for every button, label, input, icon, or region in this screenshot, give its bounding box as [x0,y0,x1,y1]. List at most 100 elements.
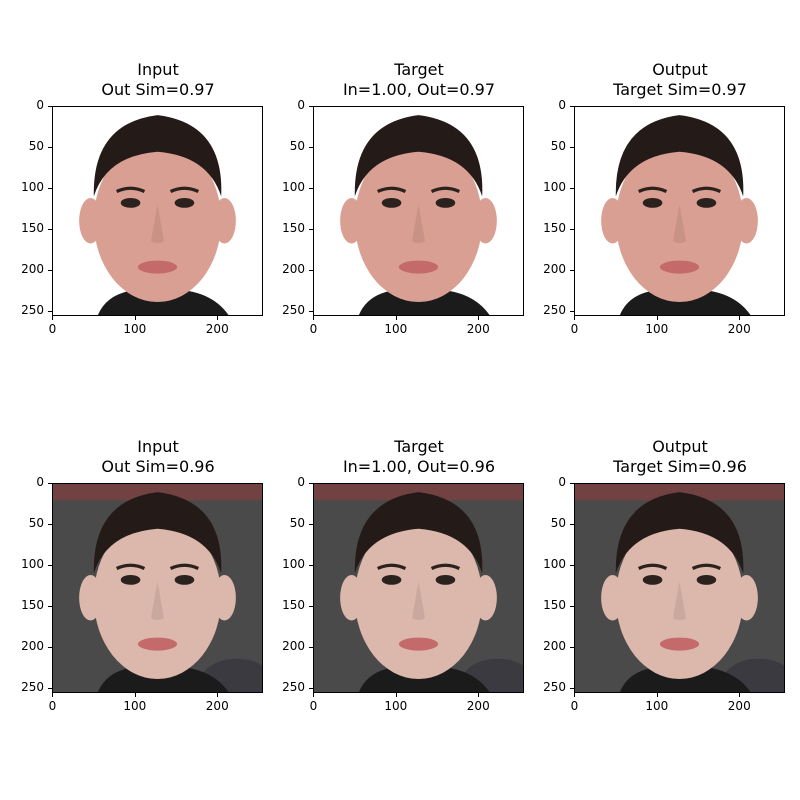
y-tick-mark [309,483,313,485]
y-tick-label: 100 [282,180,305,195]
y-tick-mark [48,188,52,190]
x-tick-label: 200 [466,699,490,713]
y-tick-label: 0 [558,475,566,490]
y-tick-mark [48,147,52,149]
image-axes [52,106,263,316]
y-tick-label: 200 [282,639,305,654]
y-tick-label: 150 [21,598,44,613]
panel-title-line2: Target Sim=0.96 [613,457,747,476]
face-photo [575,484,784,692]
y-tick-mark [570,311,574,313]
y-tick-label: 100 [21,557,44,572]
y-tick-mark [48,524,52,526]
panel-title-line1: Output [652,437,708,456]
x-tick-label: 0 [309,699,318,713]
y-tick-mark [570,188,574,190]
y-tick-mark [570,483,574,485]
panel-title: Output Target Sim=0.97 [574,60,786,100]
y-tick-mark [48,688,52,690]
y-tick-mark [309,565,313,567]
x-tick-mark [52,316,54,320]
y-tick-mark [570,606,574,608]
face-photo [53,107,262,315]
y-tick-mark [570,270,574,272]
image-axes [574,483,785,693]
image-axes [52,483,263,693]
y-tick-mark [48,311,52,313]
panel-title: Output Target Sim=0.96 [574,437,786,477]
x-tick-mark [478,693,480,697]
y-tick-mark [309,647,313,649]
y-tick-label: 250 [282,680,305,695]
y-tick-label: 250 [543,303,566,318]
y-tick-mark [570,106,574,108]
y-tick-mark [48,647,52,649]
y-tick-mark [570,647,574,649]
panel-title: Input Out Sim=0.96 [52,437,264,477]
y-tick-label: 50 [28,516,44,531]
x-tick-mark [217,693,219,697]
y-tick-mark [570,688,574,690]
y-tick-label: 50 [289,516,305,531]
panel-title-line1: Input [137,437,179,456]
y-tick-label: 250 [21,303,44,318]
panel-title-line1: Target [394,60,444,79]
panel-title-line1: Output [652,60,708,79]
y-tick-label: 0 [558,98,566,113]
face-photo [575,107,784,315]
face-photo [314,107,523,315]
image-axes [313,483,524,693]
face-photo [53,484,262,692]
y-tick-label: 250 [21,680,44,695]
panel-title: Target In=1.00, Out=0.96 [313,437,525,477]
y-tick-mark [309,147,313,149]
y-tick-mark [48,229,52,231]
x-tick-label: 100 [123,699,147,713]
y-tick-label: 100 [543,180,566,195]
y-tick-mark [570,147,574,149]
y-tick-label: 150 [543,221,566,236]
y-tick-label: 0 [36,98,44,113]
x-tick-label: 200 [205,322,229,336]
image-axes [313,106,524,316]
y-tick-mark [309,188,313,190]
y-tick-label: 0 [36,475,44,490]
y-tick-mark [309,229,313,231]
x-tick-mark [739,316,741,320]
x-tick-mark [52,693,54,697]
y-tick-label: 200 [543,262,566,277]
x-tick-label: 0 [570,699,579,713]
x-tick-mark [574,693,576,697]
y-tick-mark [48,565,52,567]
x-tick-label: 200 [727,699,751,713]
y-tick-label: 200 [21,639,44,654]
y-tick-label: 50 [289,139,305,154]
y-tick-label: 150 [282,598,305,613]
x-tick-label: 0 [48,322,57,336]
x-tick-label: 100 [645,322,669,336]
panel-title: Input Out Sim=0.97 [52,60,264,100]
x-tick-label: 200 [205,699,229,713]
y-tick-label: 50 [550,516,566,531]
x-tick-mark [656,316,658,320]
x-tick-label: 0 [309,322,318,336]
y-tick-mark [309,311,313,313]
y-tick-mark [570,524,574,526]
x-tick-label: 0 [48,699,57,713]
y-tick-mark [570,565,574,567]
x-tick-label: 100 [384,322,408,336]
y-tick-label: 250 [543,680,566,695]
y-tick-label: 150 [21,221,44,236]
y-tick-mark [48,106,52,108]
panel-title-line2: In=1.00, Out=0.96 [342,457,496,476]
panel-title-line1: Input [137,60,179,79]
y-tick-mark [309,106,313,108]
x-tick-mark [478,316,480,320]
y-tick-label: 0 [297,475,305,490]
panel-title-line2: Target Sim=0.97 [613,80,747,99]
y-tick-label: 100 [543,557,566,572]
x-tick-mark [395,316,397,320]
y-tick-label: 250 [282,303,305,318]
x-tick-mark [134,693,136,697]
x-tick-mark [134,316,136,320]
